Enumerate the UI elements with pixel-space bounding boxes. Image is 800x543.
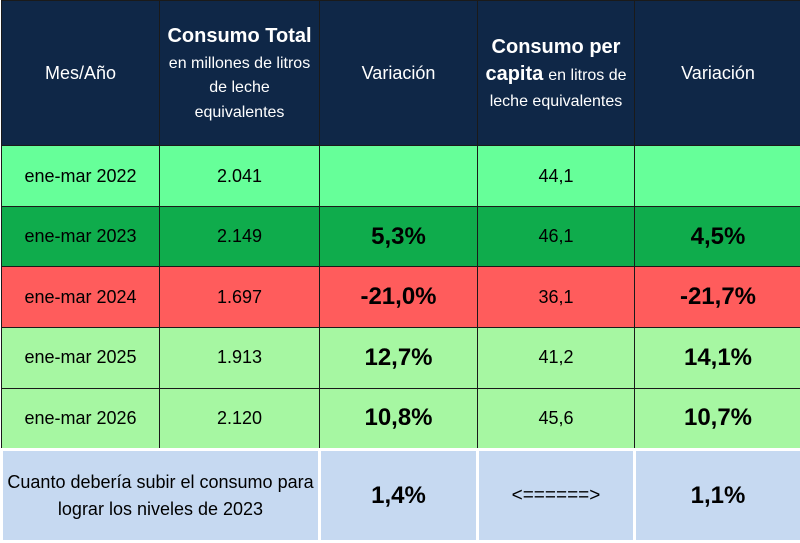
data-row: ene-mar 2023 2.149 5,3% 46,1 4,5%: [1, 205, 800, 268]
period-cell: ene-mar 2022: [1, 145, 160, 207]
value-cell: 2.149: [159, 205, 320, 268]
data-row: ene-mar 2022 2.041 44,1: [1, 145, 800, 207]
header-bold: Consumo Total: [167, 24, 312, 47]
footer-value: 1,4%: [318, 448, 479, 543]
value-cell: 41,2: [477, 326, 635, 389]
value-cell: 2.041: [159, 145, 320, 207]
value-cell: 12,7%: [319, 326, 478, 389]
value-cell: 5,3%: [319, 205, 478, 268]
value-cell: 44,1: [477, 145, 635, 207]
header-bold: Consumo per capita: [485, 35, 621, 85]
value-cell: 46,1: [477, 205, 635, 268]
value-cell: -21,7%: [634, 266, 800, 328]
data-row: ene-mar 2024 1.697 -21,0% 36,1 -21,7%: [1, 266, 800, 328]
data-row: ene-mar 2026 2.120 10,8% 45,6 10,7%: [1, 387, 800, 451]
header-detail: en litros de leche equivalentes: [489, 66, 627, 110]
footer-value: 1,1%: [633, 448, 800, 543]
header-cell: Variación: [319, 0, 478, 147]
header-detail: en millones de litros de leche equivalen…: [168, 54, 311, 121]
data-row: ene-mar 2025 1.913 12,7% 41,2 14,1%: [1, 326, 800, 389]
period-cell: ene-mar 2026: [1, 387, 160, 451]
header-cell: Variación: [634, 0, 800, 147]
header-row: Mes/Año Consumo Total en millones de lit…: [1, 0, 800, 147]
value-cell: [634, 145, 800, 207]
value-cell: 4,5%: [634, 205, 800, 268]
period-cell: ene-mar 2024: [1, 266, 160, 328]
period-cell: ene-mar 2023: [1, 205, 160, 268]
value-cell: 10,8%: [319, 387, 478, 451]
header-cell: Consumo Total en millones de litros de l…: [159, 0, 320, 147]
value-cell: 1.913: [159, 326, 320, 389]
header-cell: Mes/Año: [1, 0, 160, 147]
value-cell: 45,6: [477, 387, 635, 451]
value-cell: 36,1: [477, 266, 635, 328]
footer-label: Cuanto debería subir el consumo para log…: [0, 448, 321, 543]
value-cell: 1.697: [159, 266, 320, 328]
header-cell: Consumo per capita en litros de leche eq…: [477, 0, 635, 147]
footer-row: Cuanto debería subir el consumo para log…: [0, 448, 800, 543]
value-cell: 14,1%: [634, 326, 800, 389]
period-cell: ene-mar 2025: [1, 326, 160, 389]
value-cell: 2.120: [159, 387, 320, 451]
value-cell: [319, 145, 478, 207]
value-cell: -21,0%: [319, 266, 478, 328]
footer-arrow: <======>: [476, 448, 636, 543]
value-cell: 10,7%: [634, 387, 800, 451]
